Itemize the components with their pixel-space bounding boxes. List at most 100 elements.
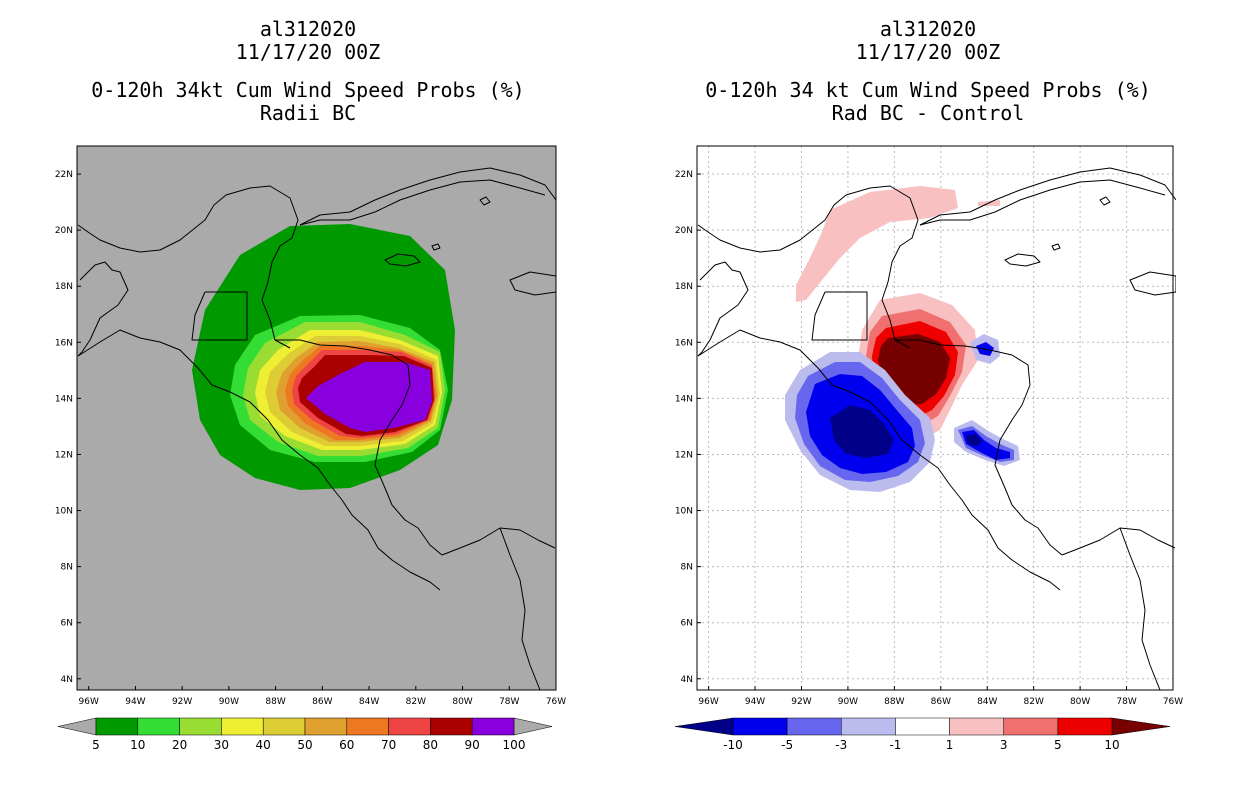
colorbar-label: 10 [1104, 738, 1119, 752]
lat-tick-label: 22N [675, 170, 693, 180]
lat-tick-label: 20N [55, 226, 73, 236]
colorbar-label: 20 [172, 738, 187, 752]
lon-tick-label: 80W [452, 697, 472, 707]
colorbar-label: 50 [297, 738, 312, 752]
lon-tick-label: 78W [499, 697, 519, 707]
difference-contours [785, 186, 1020, 492]
lon-tick-label: 76W [546, 697, 566, 707]
lat-tick-label: 18N [675, 282, 693, 292]
colorbar-segment [732, 717, 788, 736]
colorbar-upper-extend [513, 717, 553, 736]
colorbar-label: -1 [889, 738, 901, 752]
lat-tick-label: 10N [675, 507, 693, 517]
lat-tick-label: 14N [55, 394, 73, 404]
lat-tick-label: 4N [681, 675, 693, 685]
left-panel-title: al312020 11/17/20 00Z 0-120h 34kt Cum Wi… [8, 18, 608, 125]
colorbar-label: 5 [92, 738, 100, 752]
lat-tick-label: 14N [675, 394, 693, 404]
colorbar-segment [786, 717, 842, 736]
axis-ticks [77, 173, 557, 690]
colorbar-label: 10 [130, 738, 145, 752]
colorbar-label: 40 [256, 738, 271, 752]
colorbar-segment [430, 717, 473, 736]
lon-tick-label: 86W [312, 697, 332, 707]
colorbar-segment [95, 717, 139, 736]
lat-tick-label: 20N [675, 226, 693, 236]
lat-tick-label: 16N [55, 338, 73, 348]
lat-tick-label: 8N [681, 563, 693, 573]
colorbar-label: 70 [381, 738, 396, 752]
colorbar-label: -3 [835, 738, 847, 752]
lat-tick-label: 10N [55, 507, 73, 517]
left-colorbar: 5 10 20 30 40 50 60 70 80 90 100 [57, 717, 553, 752]
lon-tick-label: 78W [1116, 697, 1136, 707]
colorbar-label: 100 [503, 738, 526, 752]
right-panel-title: al312020 11/17/20 00Z 0-120h 34 kt Cum W… [628, 18, 1228, 125]
lon-tick-label: 96W [698, 697, 718, 707]
contour-neg-10 [830, 405, 894, 458]
lon-tick-label: 84W [359, 697, 379, 707]
colorbar-segment [1057, 717, 1113, 736]
storm-id: al312020 [879, 17, 977, 41]
colorbar-label: 1 [946, 738, 954, 752]
axis-labels: 96W 94W 92W 90W 88W 86W 84W 82W 80W 78W 76W 4N 6N 8N 1… [675, 170, 1183, 707]
lat-tick-label: 22N [55, 170, 73, 180]
lat-tick-label: 6N [681, 619, 693, 629]
colorbar-lower-extend [674, 717, 734, 736]
map-frame [696, 145, 1174, 691]
colorbar-label: -10 [723, 738, 743, 752]
map-frame [76, 145, 557, 691]
colorbar-lower-extend [57, 717, 97, 736]
lat-tick-label: 12N [675, 450, 693, 460]
colorbar-segment [346, 717, 389, 736]
lat-tick-label: 8N [61, 563, 73, 573]
colorbar-segment [388, 717, 431, 736]
colorbar-segment [304, 717, 348, 736]
product-name: 0-120h 34kt Cum Wind Speed Probs (%) [91, 78, 525, 102]
init-time: 11/17/20 00Z [855, 40, 1001, 64]
contour-90 [306, 362, 432, 432]
lon-tick-label: 84W [977, 697, 997, 707]
colorbar-upper-extend [1111, 717, 1171, 736]
storm-id: al312020 [259, 17, 357, 41]
contour-pos-1 [796, 186, 958, 302]
colorbar-segment [895, 717, 950, 736]
lon-tick-label: 76W [1163, 697, 1183, 707]
init-time: 11/17/20 00Z [235, 40, 381, 64]
right-map: 96W 94W 92W 90W 88W 86W 84W 82W 80W 78W 76W 4N 6N 8N 1… [675, 145, 1183, 707]
lat-tick-label: 18N [55, 282, 73, 292]
lat-tick-label: 12N [55, 450, 73, 460]
colorbar-segment [841, 717, 896, 736]
colorbar-label: 80 [423, 738, 438, 752]
probability-contours [192, 224, 455, 490]
axis-ticks [697, 173, 1174, 690]
lon-tick-label: 94W [745, 697, 765, 707]
colorbar-label: 5 [1054, 738, 1062, 752]
lon-tick-label: 92W [791, 697, 811, 707]
lon-tick-label: 82W [1024, 697, 1044, 707]
colorbar-label: 30 [214, 738, 229, 752]
colorbar-segment [471, 717, 515, 736]
lon-tick-label: 96W [79, 697, 99, 707]
axis-labels: 96W 94W 92W 90W 88W 86W 84W 82W 80W 78W 76W 4N 6N 8N 1… [55, 170, 566, 707]
lon-tick-label: 82W [406, 697, 426, 707]
colorbar-segment [179, 717, 222, 736]
colorbar-label: 60 [339, 738, 354, 752]
lat-tick-label: 16N [675, 338, 693, 348]
lon-tick-label: 80W [1070, 697, 1090, 707]
right-colorbar: -10 -5 -3 -1 1 3 5 10 [674, 717, 1171, 752]
left-map: 96W 94W 92W 90W 88W 86W 84W 82W 80W 78W 76W 4N 6N 8N 1… [55, 145, 566, 707]
experiment-name: Rad BC - Control [831, 101, 1025, 125]
colorbar-label: 90 [465, 738, 480, 752]
colorbar-segment [1003, 717, 1059, 736]
product-name: 0-120h 34 kt Cum Wind Speed Probs (%) [705, 78, 1151, 102]
experiment-name: Radii BC [259, 101, 357, 125]
lon-tick-label: 92W [172, 697, 192, 707]
lon-tick-label: 90W [838, 697, 858, 707]
lon-tick-label: 86W [931, 697, 951, 707]
colorbar-segment [262, 717, 306, 736]
colorbar-segment [221, 717, 264, 736]
lon-tick-label: 90W [219, 697, 239, 707]
lon-tick-label: 88W [265, 697, 285, 707]
